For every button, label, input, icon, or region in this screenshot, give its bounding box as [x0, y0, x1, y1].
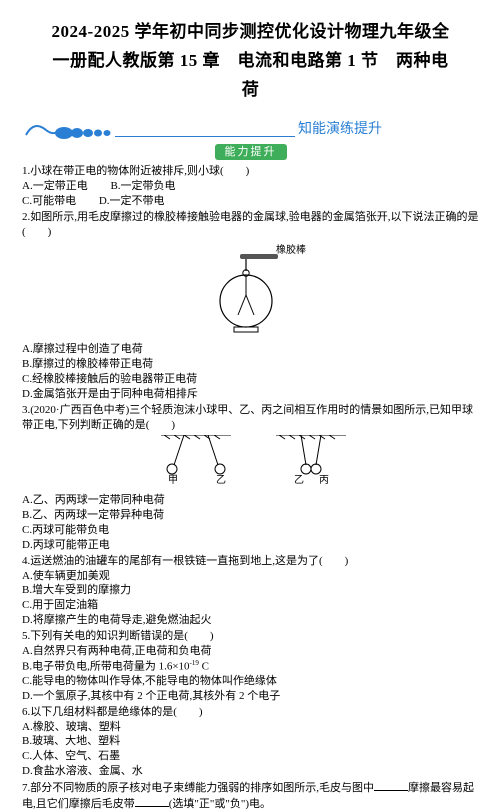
svg-text:乙: 乙: [294, 474, 304, 485]
banner-icon: [22, 117, 117, 148]
q5-option-c: C.能导电的物体叫作导体,不能导电的物体叫作绝缘体: [22, 674, 479, 689]
question-7: 7.部分不同物质的原子核对电子束缚能力强弱的排序如图所示,毛皮与图中摩擦最容易起…: [22, 780, 479, 812]
svg-text:乙: 乙: [216, 474, 226, 485]
q3-option-c: C.丙球可能带负电: [22, 523, 479, 538]
q4-option-a: A.使车辆更加美观: [22, 569, 479, 584]
q4-option-d: D.将摩擦产生的电荷导走,避免燃油起火: [22, 613, 479, 628]
q5-option-d: D.一个氢原子,其核中有 2 个正电荷,其核外有 2 个电子: [22, 689, 479, 704]
q6-option-a: A.橡胶、玻璃、塑料: [22, 720, 479, 735]
document-title: 2024-2025 学年初中同步测控优化设计物理九年级全 一册配人教版第 15 …: [22, 18, 479, 105]
q2-figure: 橡胶棒: [22, 243, 479, 340]
q1-option-d: D.一定不带电: [99, 194, 165, 209]
question-4: 4.运送燃油的油罐车的尾部有一根铁链一直拖到地上,这是为了( ) A.使车辆更加…: [22, 554, 479, 628]
q5-stem: 5.下列有关电的知识判断错误的是( ): [22, 629, 479, 644]
q1-option-a: A.一定带正电: [22, 179, 88, 194]
q6-option-c: C.人体、空气、石墨: [22, 749, 479, 764]
q2-option-b: B.摩擦过的橡胶棒带正电荷: [22, 357, 479, 372]
q1-stem: 1.小球在带正电的物体附近被排斥,则小球( ): [22, 164, 479, 179]
q2-stem: 2.如图所示,用毛皮摩擦过的橡胶棒接触验电器的金属球,验电器的金属箔张开,以下说…: [22, 210, 479, 240]
q2-option-c: C.经橡胶棒接触后的验电器带正电荷: [22, 372, 479, 387]
q4-stem: 4.运送燃油的油罐车的尾部有一根铁链一直拖到地上,这是为了( ): [22, 554, 479, 569]
q5-option-b: B.电子带负电,所带电荷量为 1.6×10-19 C: [22, 659, 479, 675]
banner-underline: [115, 136, 295, 137]
q7-blank-1: [374, 780, 408, 791]
q3-option-b: B.乙、丙两球一定带异种电荷: [22, 508, 479, 523]
q5-b-sup: -19: [190, 659, 199, 667]
question-1: 1.小球在带正电的物体附近被排斥,则小球( ) A.一定带正电 B.一定带负电 …: [22, 164, 479, 209]
q7-blank-2: [135, 796, 169, 807]
q1-option-b: B.一定带负电: [110, 179, 175, 194]
title-line-1: 2024-2025 学年初中同步测控优化设计物理九年级全: [52, 22, 450, 41]
q3-stem: 3.(2020·广西百色中考)三个轻质泡沫小球甲、乙、丙之间相互作用时的情景如图…: [22, 403, 479, 433]
q3-figure: 甲 乙 乙 丙: [22, 435, 479, 490]
question-6: 6.以下几组材料都是绝缘体的是( ) A.橡胶、玻璃、塑料 B.玻璃、大地、塑料…: [22, 705, 479, 779]
title-line-3: 荷: [242, 80, 260, 99]
banner-text: 知能演练提升: [298, 121, 382, 140]
question-5: 5.下列有关电的知识判断错误的是( ) A.自然界只有两种电荷,正电荷和负电荷 …: [22, 629, 479, 704]
q2-fig-label: 橡胶棒: [276, 243, 306, 256]
q5-b-post: C: [199, 660, 209, 672]
question-2: 2.如图所示,用毛皮摩擦过的橡胶棒接触验电器的金属球,验电器的金属箔张开,以下说…: [22, 210, 479, 402]
q5-b-pre: B.电子带负电,所带电荷量为 1.6×10: [22, 660, 190, 672]
q4-option-b: B.增大车受到的摩擦力: [22, 583, 479, 598]
sub-banner-label: 能力提升: [215, 144, 287, 161]
q1-option-c: C.可能带电: [22, 194, 76, 209]
svg-text:甲: 甲: [168, 475, 178, 485]
q3-option-d: D.丙球可能带正电: [22, 538, 479, 553]
q2-option-d: D.金属箔张开是由于同种电荷相排斥: [22, 387, 479, 402]
q4-option-c: C.用于固定油箱: [22, 598, 479, 613]
q6-option-b: B.玻璃、大地、塑料: [22, 734, 479, 749]
svg-text:丙: 丙: [319, 475, 329, 485]
q3-option-a: A.乙、丙两球一定带同种电荷: [22, 493, 479, 508]
q6-stem: 6.以下几组材料都是绝缘体的是( ): [22, 705, 479, 720]
question-3: 3.(2020·广西百色中考)三个轻质泡沫小球甲、乙、丙之间相互作用时的情景如图…: [22, 403, 479, 553]
q6-option-d: D.食盐水溶液、金属、水: [22, 764, 479, 779]
q2-option-a: A.摩擦过程中创造了电荷: [22, 342, 479, 357]
q7-post: (选填"正"或"负")电。: [169, 798, 271, 810]
q5-option-a: A.自然界只有两种电荷,正电荷和负电荷: [22, 644, 479, 659]
title-line-2: 一册配人教版第 15 章 电流和电路第 1 节 两种电: [53, 51, 449, 70]
